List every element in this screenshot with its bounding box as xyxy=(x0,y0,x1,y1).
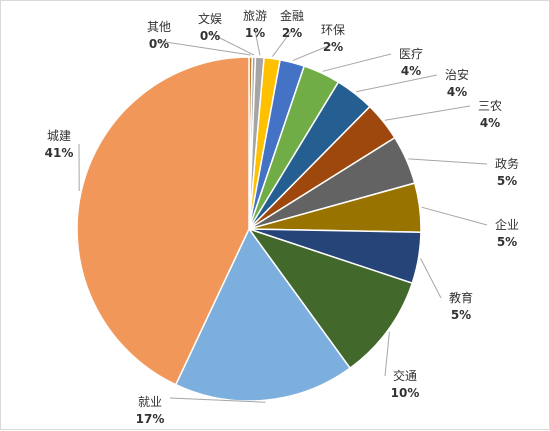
slice-label-1: 其他 xyxy=(147,20,171,34)
slice-percent-5: 2% xyxy=(323,40,343,54)
slice-percent-4: 2% xyxy=(282,26,302,40)
slice-percent-10: 5% xyxy=(497,235,517,249)
slice-label-3: 旅游 xyxy=(243,9,267,23)
leader-line-6 xyxy=(323,54,391,71)
slice-label-12: 交通 xyxy=(393,368,417,383)
slice-label-11: 教育 xyxy=(449,290,473,305)
slice-label-13: 就业 xyxy=(138,395,162,409)
slice-label-10: 企业 xyxy=(495,217,519,232)
leader-line-1 xyxy=(159,41,251,55)
slice-percent-1: 0% xyxy=(149,37,169,51)
slice-label-6: 医疗 xyxy=(399,47,423,61)
slice-label-8: 三农 xyxy=(478,99,502,113)
slice-percent-11: 5% xyxy=(451,308,471,322)
slice-percent-6: 4% xyxy=(401,64,421,78)
slice-label-14: 城建 xyxy=(47,129,71,143)
leader-line-7 xyxy=(356,75,437,92)
pie-slices xyxy=(77,57,421,401)
slice-percent-7: 4% xyxy=(447,85,467,99)
leader-line-9 xyxy=(408,159,487,164)
slice-percent-9: 5% xyxy=(497,174,517,188)
slice-label-2: 文娱 xyxy=(198,11,222,26)
slice-percent-14: 41% xyxy=(45,146,74,160)
leader-line-11 xyxy=(421,258,442,298)
slice-label-5: 环保 xyxy=(321,23,345,37)
slice-percent-2: 0% xyxy=(200,29,220,43)
leader-line-10 xyxy=(422,207,487,225)
slice-percent-12: 10% xyxy=(391,386,420,400)
leader-line-12 xyxy=(385,332,389,376)
slice-label-9: 政务 xyxy=(495,156,519,171)
slice-percent-8: 4% xyxy=(480,116,500,130)
slice-percent-3: 1% xyxy=(245,26,265,40)
slice-label-4: 金融 xyxy=(280,8,304,23)
slice-percent-13: 17% xyxy=(136,412,165,426)
leader-line-8 xyxy=(385,106,470,120)
slice-label-7: 治安 xyxy=(445,67,469,82)
